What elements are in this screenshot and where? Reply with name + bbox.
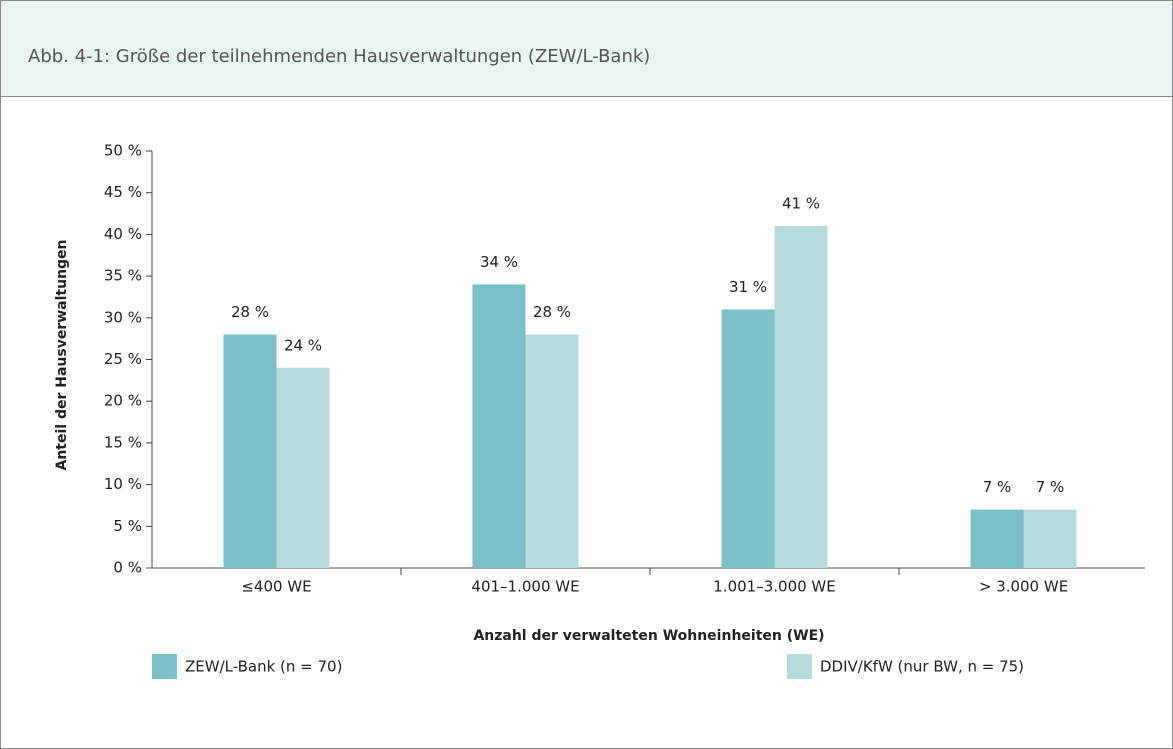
y-tick-label: 15 %: [104, 433, 142, 451]
legend-label: ZEW/L-Bank (n = 70): [185, 658, 342, 676]
value-label: 34 %: [480, 253, 518, 271]
y-tick-label: 10 %: [104, 475, 142, 493]
y-tick-label: 30 %: [104, 308, 142, 326]
y-axis-label: Anteil der Hausverwaltungen: [54, 239, 70, 470]
header: [0, 0, 1173, 97]
y-tick-label: 40 %: [104, 225, 142, 243]
legend-swatch: [152, 654, 177, 679]
y-tick-label: 25 %: [104, 350, 142, 368]
value-label: 7 %: [1036, 478, 1065, 496]
value-label: 7 %: [983, 478, 1012, 496]
bar: [223, 334, 277, 568]
chart-title: Abb. 4-1: Größe der teilnehmenden Hausve…: [28, 46, 650, 67]
y-tick-label: 5 %: [113, 517, 142, 535]
y-tick-label: 0 %: [113, 559, 142, 577]
value-label: 31 %: [729, 278, 767, 296]
value-label: 28 %: [231, 303, 269, 321]
bar: [525, 334, 579, 568]
bar: [1023, 509, 1077, 568]
bar: [970, 509, 1024, 568]
x-tick-label: > 3.000 WE: [979, 578, 1068, 596]
legend-swatch: [787, 654, 812, 679]
y-tick-label: 20 %: [104, 392, 142, 410]
value-label: 24 %: [284, 336, 322, 354]
y-tick-label: 35 %: [104, 267, 142, 285]
legend-label: DDIV/KfW (nur BW, n = 75): [820, 658, 1024, 676]
y-tick-label: 45 %: [104, 183, 142, 201]
bar: [774, 226, 828, 568]
value-label: 41 %: [782, 195, 820, 213]
x-tick-label: 401–1.000 WE: [471, 578, 579, 596]
x-tick-label: 1.001–3.000 WE: [713, 578, 835, 596]
bar: [472, 284, 526, 568]
y-tick-label: 50 %: [104, 142, 142, 160]
bar: [276, 367, 330, 568]
x-tick-label: ≤400 WE: [241, 578, 311, 596]
x-axis-label: Anzahl der verwalteten Wohneinheiten (WE…: [473, 628, 824, 644]
bar: [721, 309, 775, 568]
value-label: 28 %: [533, 303, 571, 321]
